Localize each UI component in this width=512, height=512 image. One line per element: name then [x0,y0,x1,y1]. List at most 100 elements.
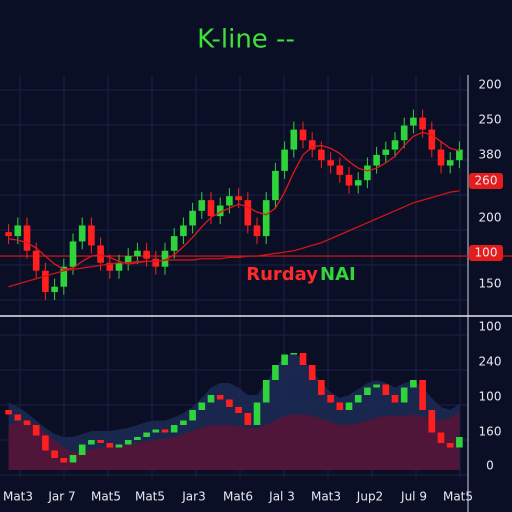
candle-body [391,395,399,403]
candle-body [207,200,215,217]
candle-body [78,444,86,455]
candle-body [97,245,104,263]
candle-body [5,232,12,237]
candle-body [290,353,298,355]
candle-body [253,402,261,425]
y-tick-label: 160 [479,425,502,439]
candle-body [42,435,49,451]
candle-body [226,399,233,407]
candle-body [244,200,252,226]
candle-body [143,432,150,437]
y-tick-label: 100 [479,390,502,404]
candle-body [391,140,399,150]
candle-body [198,402,206,410]
chart-title: K-line -- [197,25,295,55]
x-tick-label: Mat6 [223,490,253,504]
candle-body [124,440,132,445]
candle-body [152,258,160,267]
candle-body [437,432,445,443]
candle-body [354,180,362,186]
badge-label: 100 [475,246,498,260]
badge [469,173,503,189]
candle-body [244,413,252,425]
candle-body [235,407,242,413]
candle-body [446,443,454,448]
annotation: NAI [320,264,356,285]
candle-body [308,365,316,380]
candle-body [419,380,426,410]
candle-body [428,129,436,150]
candle-body [161,429,169,433]
candle-body [115,444,123,448]
candle-body [336,402,344,410]
candle-body [189,210,196,226]
candle-body [281,354,288,365]
x-tick-label: Jal 3 [268,490,295,504]
candle-body [364,387,371,395]
candle-body [60,266,68,287]
candle-body [198,200,206,211]
candle-body [23,420,31,425]
x-tick-label: Mat3 [311,490,341,504]
candle-body [299,353,307,365]
x-tick-label: Mat3 [3,490,33,504]
y-tick-label: 250 [479,113,502,127]
candle-body [207,395,215,403]
candle-body [14,414,22,421]
candle-body [400,387,408,403]
y-tick-label: 200 [479,78,502,92]
candle-body [318,380,325,395]
candle-body [189,410,196,421]
candle-body [5,410,12,415]
candle-body [419,117,426,130]
x-tick-label: Jar 7 [47,490,75,504]
candle-body [69,241,77,267]
candle-body [299,129,307,141]
candle-body [290,129,298,150]
candle-body [97,440,104,443]
candle-body [327,395,334,403]
area [8,413,460,470]
candle-body [456,149,463,161]
candle-body [318,149,325,161]
y-tick-label: 150 [479,277,502,291]
candle-body [437,149,445,166]
candle-body [42,270,49,293]
candle-body [308,140,316,150]
candle-body [170,425,178,433]
y-tick-label: 380 [479,148,502,162]
candle-body [115,262,123,271]
y-tick-label: 100 [479,320,502,334]
candle-body [14,225,22,237]
line-series [8,190,460,288]
candle-body [373,154,380,166]
candle-body [272,365,279,380]
candle-body [253,225,261,237]
candle-body [382,149,390,155]
line-series [8,131,460,271]
x-tick-label: Jup2 [356,490,383,504]
candle-body [456,437,463,448]
x-tick-label: Mat5 [443,490,473,504]
candle-body [161,250,169,267]
candle-body [400,125,408,141]
x-tick-label: Jul 9 [400,490,427,504]
candle-body [281,149,288,171]
candle-body [235,196,242,201]
candle-body [124,256,132,263]
candle-body [262,380,270,403]
candle-body [170,236,178,251]
candle-body [336,165,344,175]
candle-body [345,402,353,410]
y-tick-label: 200 [479,211,502,225]
candle-body [364,165,371,181]
candle-body [373,384,380,388]
candle-body [410,117,417,126]
candle-body [32,250,40,271]
y-tick-label: 240 [479,355,502,369]
candle-body [226,196,233,206]
x-tick-label: Mat5 [135,490,165,504]
y-tick-label: 0 [486,459,494,473]
candle-body [180,225,187,237]
